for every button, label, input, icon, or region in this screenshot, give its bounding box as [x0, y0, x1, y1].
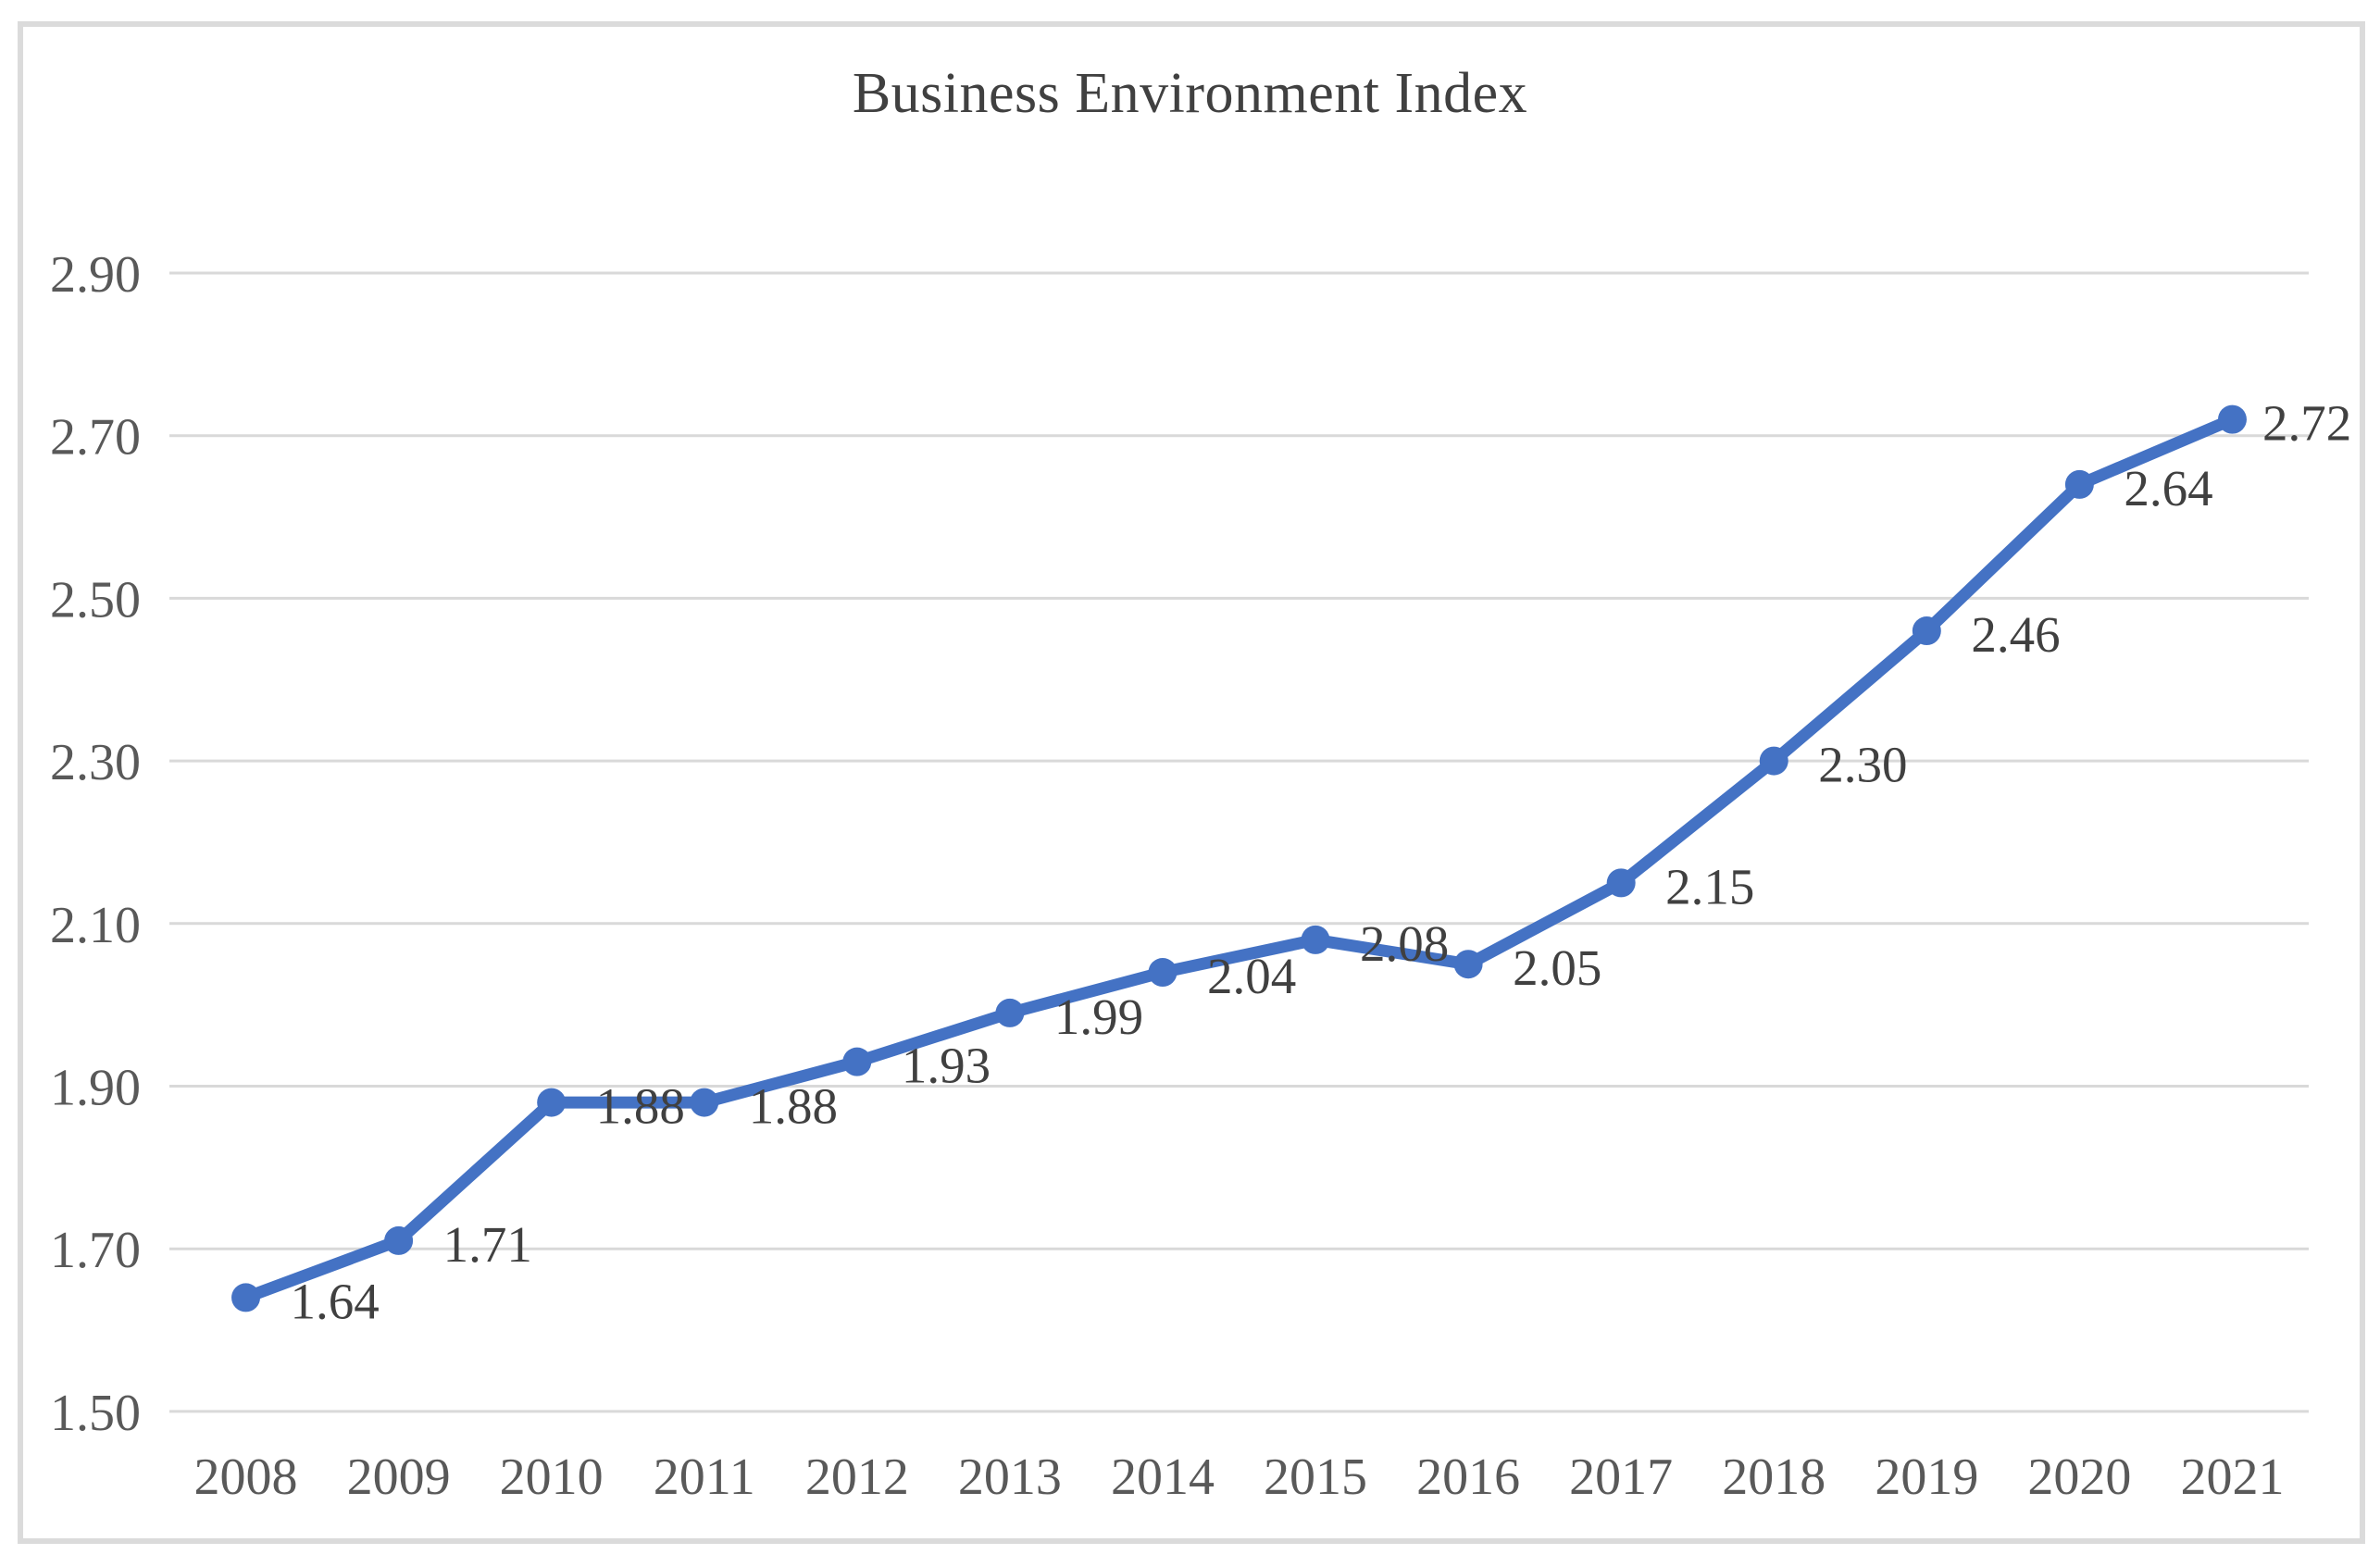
y-tick-label: 1.70 [50, 1222, 141, 1279]
data-point-marker [1301, 925, 1330, 954]
x-axis-label: 2009 [347, 1449, 451, 1506]
data-point-label: 2.46 [1971, 606, 2060, 663]
data-point-marker [1606, 868, 1636, 898]
x-axis-label: 2010 [500, 1449, 604, 1506]
x-axis-label: 2013 [958, 1449, 1062, 1506]
data-point-label: 2.15 [1665, 858, 1754, 914]
y-tick-label: 2.30 [50, 734, 141, 791]
data-point-label: 1.88 [749, 1078, 838, 1135]
data-point-marker [384, 1225, 414, 1255]
data-point-marker [1912, 616, 1941, 646]
data-point-label: 1.99 [1054, 989, 1143, 1045]
data-point-label: 2.05 [1513, 939, 1601, 996]
data-point-marker [842, 1047, 872, 1076]
x-axis-label: 2015 [1264, 1449, 1367, 1506]
x-axis-label: 2014 [1111, 1449, 1215, 1506]
y-tick-label: 2.50 [50, 571, 141, 628]
x-axis-label: 2012 [805, 1449, 909, 1506]
data-point-marker [995, 998, 1025, 1027]
x-axis-label: 2018 [1722, 1449, 1825, 1506]
data-point-marker [537, 1088, 567, 1117]
data-point-marker [1759, 746, 1788, 776]
data-point-label: 1.88 [596, 1078, 685, 1135]
y-tick-label: 2.70 [50, 409, 141, 466]
x-axis-label: 2017 [1569, 1449, 1673, 1506]
data-point-label: 2.72 [2262, 395, 2351, 452]
data-point-marker [1148, 958, 1178, 988]
data-point-marker [1453, 950, 1483, 979]
y-tick-label: 1.90 [50, 1060, 141, 1117]
data-point-label: 2.64 [2124, 460, 2212, 516]
data-point-label: 1.71 [443, 1216, 532, 1273]
data-point-label: 2.04 [1207, 948, 1296, 1004]
x-axis-label: 2020 [2027, 1449, 2131, 1506]
data-point-label: 1.64 [291, 1273, 380, 1329]
data-point-label: 2.08 [1360, 915, 1449, 972]
x-axis-label: 2011 [654, 1449, 755, 1506]
series-line [240, 413, 2238, 1304]
y-tick-label: 2.90 [50, 246, 141, 304]
chart-border [18, 21, 2365, 1544]
x-axis-label: 2019 [1875, 1449, 1978, 1506]
x-axis-label: 2008 [194, 1449, 298, 1506]
data-point-label: 1.93 [902, 1038, 991, 1094]
x-axis-label: 2021 [2180, 1449, 2284, 1506]
y-tick-label: 2.10 [50, 897, 141, 954]
data-point-marker [2217, 404, 2247, 434]
data-point-marker [231, 1283, 261, 1312]
y-tick-label: 1.50 [50, 1385, 141, 1442]
data-point-marker [2064, 469, 2094, 499]
data-point-label: 2.30 [1818, 737, 1907, 793]
x-axis-label: 2016 [1416, 1449, 1520, 1506]
data-point-marker [690, 1088, 719, 1117]
chart-title: Business Environment Index [852, 62, 1528, 125]
